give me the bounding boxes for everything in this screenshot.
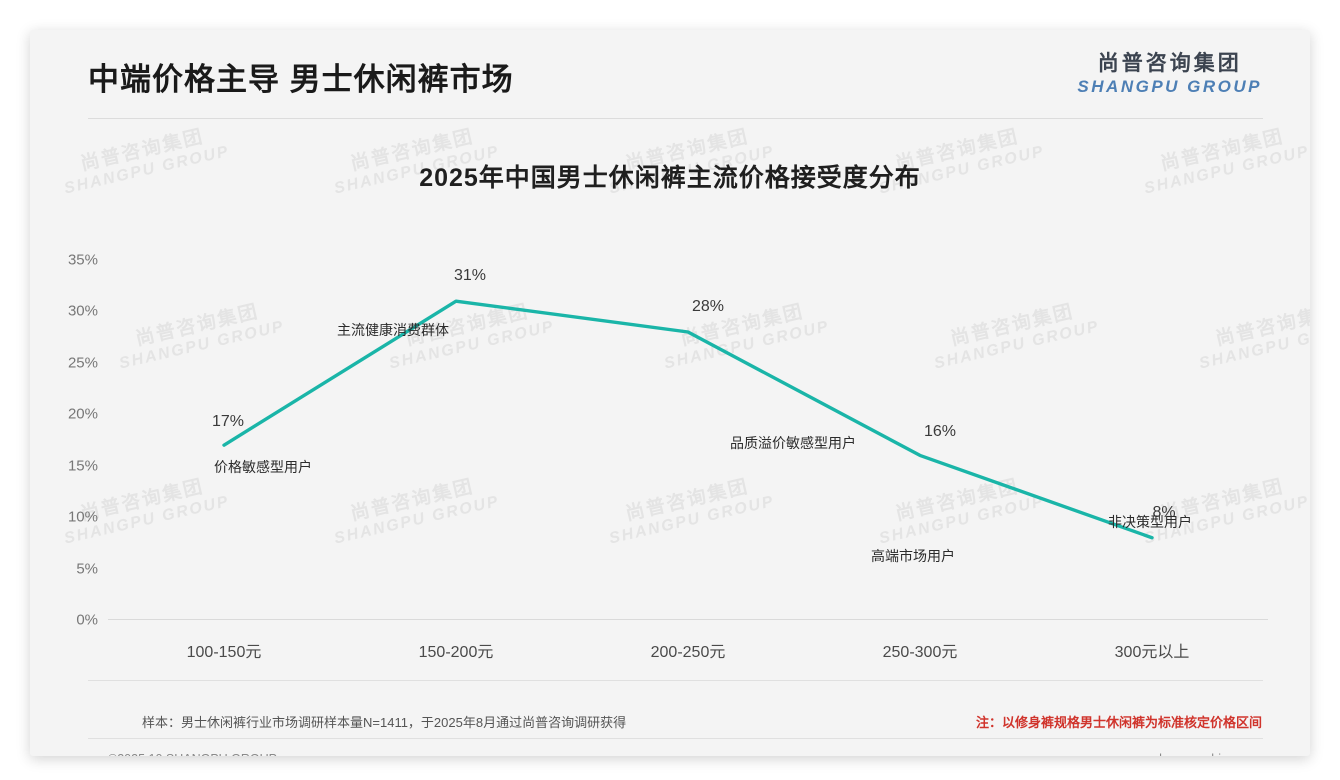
data-point-label: 17% — [211, 413, 245, 431]
slide-card: 中端价格主导 男士休闲裤市场 尚普咨询集团 SHANGPU GROUP 尚普咨询… — [30, 30, 1310, 756]
footer-divider-bottom — [88, 738, 1263, 739]
x-axis-tick-label: 200-250元 — [650, 644, 726, 661]
chart-annotation: 非决策型用户 — [1108, 514, 1192, 530]
x-axis-line — [108, 619, 1268, 620]
footer-divider-top — [88, 680, 1263, 681]
data-point-label: 31% — [453, 267, 487, 285]
x-axis-tick-label: 250-300元 — [882, 644, 958, 661]
chart-annotation: 高端市场用户 — [871, 548, 955, 564]
data-point-label: 28% — [691, 298, 725, 315]
data-point-label: 16% — [923, 423, 957, 441]
y-axis-tick-label: 0% — [76, 611, 98, 629]
y-axis-tick-label: 25% — [67, 354, 98, 372]
chart-line-series — [222, 299, 1154, 540]
logo-chinese-text: 尚普咨询集团 — [1097, 52, 1242, 75]
chart-annotation: 价格敏感型用户 — [214, 459, 312, 475]
chart-annotation: 品质溢价敏感型用户 — [730, 435, 856, 451]
y-axis-tick-label: 5% — [76, 560, 98, 578]
y-axis-tick-label: 20% — [67, 405, 98, 423]
y-axis-tick-label: 15% — [67, 457, 98, 475]
header-divider — [88, 118, 1263, 119]
sample-note: 样本：男士休闲裤行业市场调研样本量N=1411，于2025年8月通过尚普咨询调研… — [142, 715, 627, 730]
chart-title: 2025年中国男士休闲裤主流价格接受度分布 — [419, 164, 921, 192]
website-link[interactable]: www.shangpu-china.com — [1123, 752, 1262, 756]
brand-logo: 尚普咨询集团 SHANGPU GROUP — [1077, 53, 1262, 95]
slide-header: 中端价格主导 男士休闲裤市场 尚普咨询集团 SHANGPU GROUP — [30, 30, 1310, 118]
x-axis-tick-label: 100-150元 — [186, 644, 262, 661]
data-point-label: 8% — [1152, 503, 1176, 521]
y-axis-tick-label: 30% — [67, 302, 98, 320]
x-axis-tick-label: 150-200元 — [418, 644, 494, 661]
page-title: 中端价格主导 男士休闲裤市场 — [88, 62, 514, 97]
line-chart-plot: 0% 5% 10% 15% 20% 25% 30% 35% 100-150元 150-200元 20… — [68, 252, 1268, 661]
y-axis-tick-label: 10% — [67, 508, 98, 526]
y-axis-tick-label: 35% — [67, 251, 98, 269]
copyright-text: ©2025.10 SHANGPU GROUP — [108, 752, 277, 756]
red-note: 注：以修身裤规格男士休闲裤为标准核定价格区间 — [975, 715, 1262, 730]
chart-annotation: 主流健康消费群体 — [337, 322, 449, 338]
logo-english-text: SHANGPU GROUP — [1077, 77, 1262, 96]
x-axis-tick-label: 300元以上 — [1114, 644, 1190, 661]
